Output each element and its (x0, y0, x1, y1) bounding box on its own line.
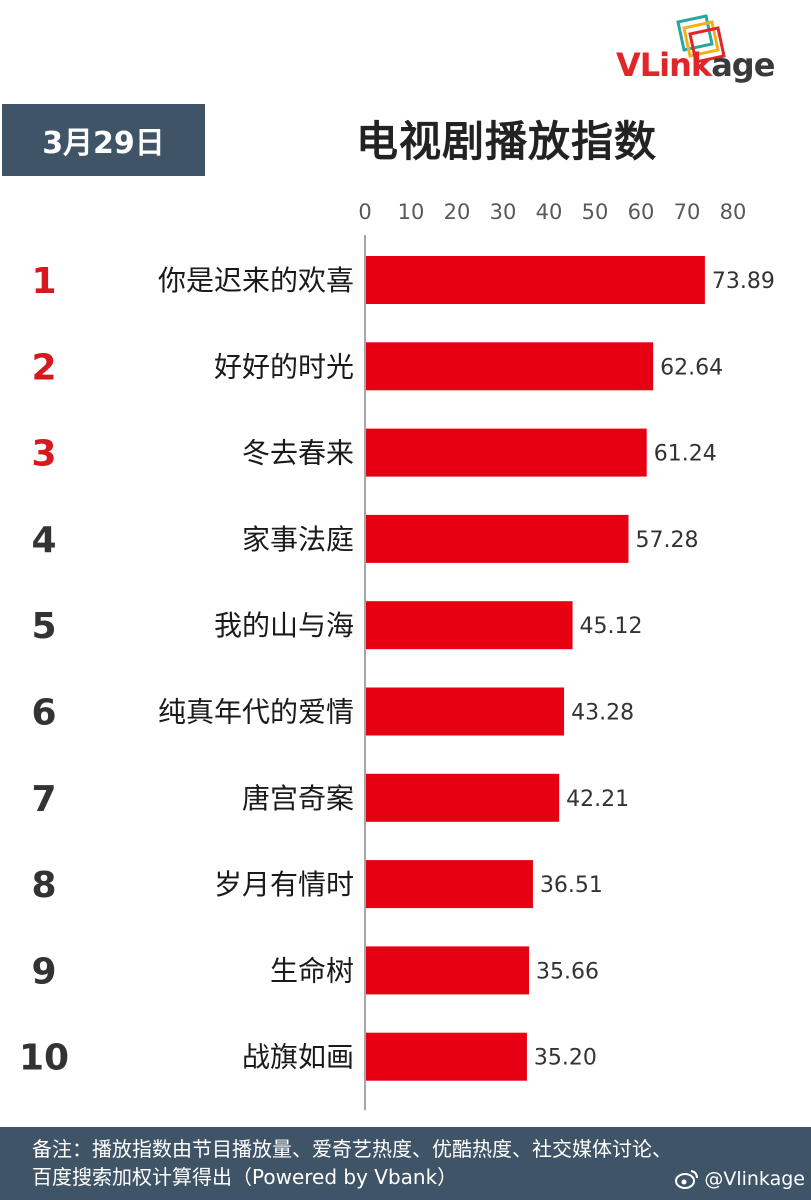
chart-title: 电视剧播放指数 (356, 117, 658, 166)
bar-chart: 0 10 20 30 40 50 60 70 80 1 你是迟来的欢喜 73.89 2 好好的时光 62.6… (19, 200, 775, 1110)
logo-text-tail: age (711, 46, 775, 84)
category-label: 家事法庭 (242, 523, 354, 556)
bar (366, 256, 705, 304)
x-tick-label: 30 (490, 200, 517, 224)
category-label: 我的山与海 (214, 609, 354, 642)
x-tick-label: 0 (358, 200, 371, 224)
weibo-icon (675, 1170, 699, 1189)
x-tick-label: 70 (674, 200, 701, 224)
bar (366, 687, 565, 736)
data-label: 43.28 (571, 701, 634, 726)
rank-number: 3 (31, 434, 56, 475)
category-label: 战旗如画 (242, 1041, 354, 1074)
weibo-handle: @Vlinkage (674, 1168, 805, 1190)
data-label: 36.51 (540, 873, 603, 898)
data-label: 35.66 (536, 959, 599, 984)
rank-number: 9 (31, 951, 56, 992)
bar (366, 773, 560, 822)
category-label: 你是迟来的欢喜 (158, 264, 354, 297)
date-badge: 3月29日 (2, 104, 205, 176)
footer-panel: 备注：播放指数由节目播放量、爱奇艺热度、优酷热度、社交媒体讨论、百度搜索加权计算… (0, 1127, 811, 1200)
category-label: 唐宫奇案 (242, 782, 354, 815)
rank-number: 1 (31, 261, 56, 302)
vlinkage-logo: VLinkage (612, 14, 807, 86)
bar (366, 514, 629, 563)
bar (366, 601, 573, 650)
rank-number: 7 (31, 779, 56, 820)
rank-number: 2 (31, 347, 56, 388)
category-label: 岁月有情时 (214, 868, 354, 901)
bar (366, 1032, 527, 1081)
category-label: 生命树 (270, 954, 354, 987)
logo-emblem-icon (676, 14, 726, 64)
x-tick-label: 10 (398, 200, 425, 224)
rank-number: 4 (31, 520, 56, 561)
data-label: 61.24 (654, 442, 717, 467)
rank-number: 5 (31, 606, 56, 647)
bar (366, 428, 647, 477)
data-label: 42.21 (566, 787, 629, 812)
data-label: 73.89 (712, 269, 775, 294)
data-label: 57.28 (635, 528, 698, 553)
category-label: 好好的时光 (214, 350, 354, 383)
bar (366, 946, 530, 995)
category-label: 纯真年代的爱情 (158, 696, 354, 729)
rank-number: 6 (31, 693, 56, 734)
x-tick-label: 40 (536, 200, 563, 224)
bar (366, 342, 654, 391)
bar (366, 860, 533, 909)
logo-text-main: VLink (616, 46, 712, 84)
rank-number: 10 (19, 1038, 69, 1079)
data-label: 35.20 (534, 1046, 597, 1071)
rank-number: 8 (31, 865, 56, 906)
x-tick-label: 60 (628, 200, 655, 224)
x-tick-label: 20 (444, 200, 471, 224)
x-tick-label: 50 (582, 200, 609, 224)
data-label: 62.64 (660, 355, 723, 380)
footer-note: 备注：播放指数由节目播放量、爱奇艺热度、优酷热度、社交媒体讨论、百度搜索加权计算… (32, 1137, 672, 1189)
data-label: 45.12 (580, 614, 643, 639)
x-tick-label: 80 (720, 200, 747, 224)
weibo-label: @Vlinkage (704, 1168, 805, 1190)
category-label: 冬去春来 (242, 437, 354, 470)
